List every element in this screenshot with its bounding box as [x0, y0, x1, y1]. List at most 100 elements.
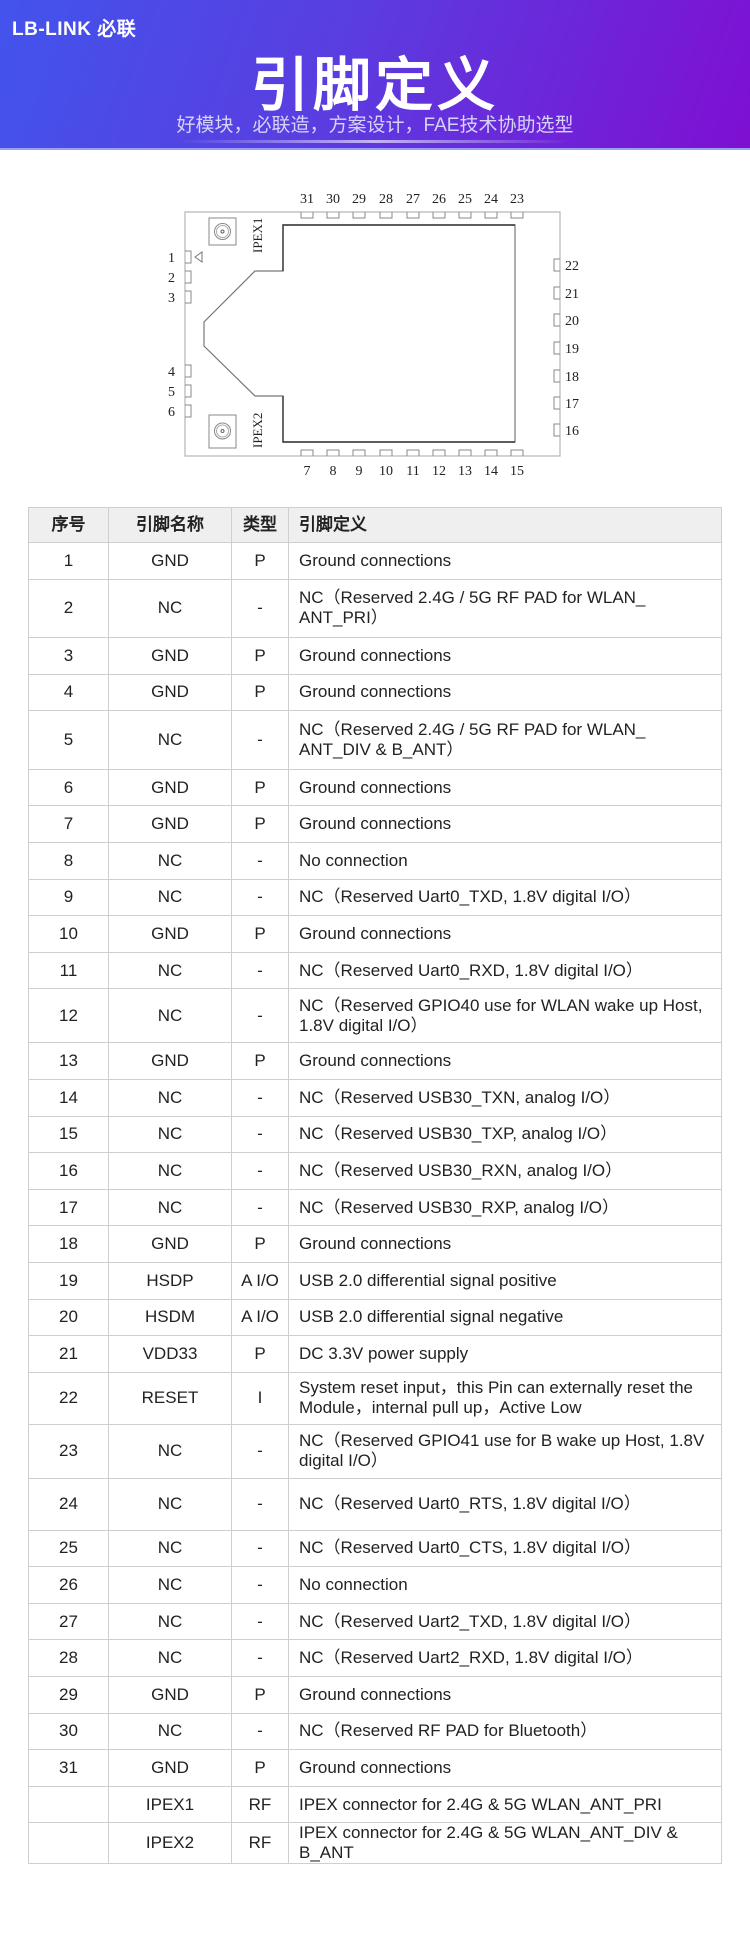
table-row: 3 GND P Ground connections [28, 637, 722, 675]
pin-name: NC [108, 1152, 232, 1190]
pin-index [28, 1822, 109, 1865]
page-title: 引脚定义 [250, 51, 499, 119]
table-row: 27 NC - NC（Reserved Uart2_TXD, 1.8V digital… [28, 1602, 722, 1641]
pin-definition: Ground connections [288, 915, 722, 953]
pin-pad [326, 212, 340, 219]
pin-index: 15 [28, 1115, 109, 1154]
table-row: 26 NC - No connection [28, 1566, 722, 1604]
pin-name: IPEX2 [108, 1822, 232, 1865]
pin-type: - [231, 1078, 289, 1117]
pin-name: RESET [108, 1371, 232, 1425]
pin-type: - [231, 841, 289, 880]
pin-label: 29 [352, 192, 366, 207]
brand-logo: LB-LINK 必联 [12, 19, 137, 40]
pin-pad [553, 286, 560, 300]
table-row: 16 NC - NC（Reserved USB30_RXN, analog I/O） [28, 1152, 722, 1190]
pin-pad [553, 423, 560, 437]
pin-label: 18 [565, 370, 579, 385]
table-row: 2 NC - NC（Reserved 2.4G / 5G RF PAD for WLA… [28, 578, 722, 639]
divider [180, 140, 570, 143]
pin-name: GND [108, 542, 232, 580]
pin-name: NC [108, 1529, 232, 1568]
pin-definition: NC（Reserved USB30_RXN, analog I/O） [288, 1152, 722, 1190]
pin-type: - [231, 878, 289, 917]
pin-type: - [231, 1152, 289, 1190]
pin-name: GND [108, 1749, 232, 1787]
pin-pad [352, 212, 366, 219]
pin-definition: NC（Reserved RF PAD for Bluetooth） [288, 1712, 722, 1751]
pin-index: 18 [28, 1225, 109, 1263]
pin-label: 6 [168, 405, 175, 420]
pin-index: 5 [28, 710, 109, 770]
pin-pad [553, 369, 560, 383]
pin-pad [553, 313, 560, 327]
header-banner: LB-LINK 必联 引脚定义 好模块，必联造，方案设计，FAE技术协助选型 [0, 0, 750, 150]
pin-index: 12 [28, 988, 109, 1044]
pin-label: 26 [432, 192, 446, 207]
ipex1-connector-icon [208, 217, 237, 246]
pin-name: IPEX1 [108, 1785, 232, 1824]
table-row: 6 GND P Ground connections [28, 768, 722, 807]
pin-index: 11 [28, 951, 109, 990]
pin-label: 9 [356, 464, 363, 479]
pin-index: 27 [28, 1602, 109, 1641]
pin-type: - [231, 988, 289, 1044]
pin-name: NC [108, 1078, 232, 1117]
pin-type: - [231, 1188, 289, 1227]
pin-index: 22 [28, 1371, 109, 1425]
pin-pad [458, 212, 472, 219]
pin-definition: NC（Reserved GPIO41 use for B wake up Hos… [288, 1423, 722, 1479]
pin-definition: NC（Reserved 2.4G / 5G RF PAD for WLAN_ A… [288, 710, 722, 770]
ipex1-label: IPEX1 [250, 218, 265, 253]
pin-definition: NC（Reserved USB30_RXP, analog I/O） [288, 1188, 722, 1227]
pin-definition: System reset input，this Pin can external… [288, 1371, 722, 1425]
table-row: 10 GND P Ground connections [28, 915, 722, 953]
table-row: 28 NC - NC（Reserved Uart2_RXD, 1.8V digital… [28, 1639, 722, 1678]
pin-type: P [231, 1749, 289, 1787]
pin-type: P [231, 673, 289, 712]
pin-name: GND [108, 637, 232, 675]
pin-definition: NC（Reserved Uart2_TXD, 1.8V digital I/O） [288, 1602, 722, 1641]
pin-type: P [231, 1042, 289, 1080]
pin-index: 16 [28, 1152, 109, 1190]
pin-definition: USB 2.0 differential signal positive [288, 1261, 722, 1300]
pin-label: 24 [484, 192, 498, 207]
pin-type: - [231, 951, 289, 990]
col-header-type: 类型 [231, 507, 289, 543]
pin-label: 30 [326, 192, 340, 207]
table-row: 1 GND P Ground connections [28, 542, 722, 580]
pin-label: 8 [330, 464, 337, 479]
pin-type: P [231, 915, 289, 953]
pin-pad [185, 270, 192, 284]
pin-pad [379, 212, 393, 219]
pin-index: 21 [28, 1335, 109, 1373]
pin-index: 17 [28, 1188, 109, 1227]
pin-definition: Ground connections [288, 1042, 722, 1080]
pin-label: 2 [168, 271, 175, 286]
pin-pad [553, 341, 560, 355]
pin-pad [185, 250, 192, 264]
pin-label: 23 [510, 192, 524, 207]
table-row: 9 NC - NC（Reserved Uart0_TXD, 1.8V digital … [28, 878, 722, 917]
pin-pad [406, 449, 420, 456]
pin-type: P [231, 1335, 289, 1373]
pin-definition: NC（Reserved Uart0_CTS, 1.8V digital I/O） [288, 1529, 722, 1568]
pinout-diagram: IPEX1 IPEX2 31 30 29 28 27 26 25 24 237 8 9 10 11 12 1… [168, 192, 579, 479]
pin-index: 26 [28, 1566, 109, 1604]
pin-definition: NC（Reserved USB30_TXP, analog I/O） [288, 1115, 722, 1154]
pin-index: 4 [28, 673, 109, 712]
pin-index: 9 [28, 878, 109, 917]
pin-index: 23 [28, 1423, 109, 1479]
pin-definition: Ground connections [288, 637, 722, 675]
pin-name: VDD33 [108, 1335, 232, 1373]
pin-index: 6 [28, 768, 109, 807]
pin-pad [510, 212, 524, 219]
pin-index: 1 [28, 542, 109, 580]
pin-type: - [231, 1639, 289, 1678]
table-row: 21 VDD33 P DC 3.3V power supply [28, 1335, 722, 1373]
table-row: 30 NC - NC（Reserved RF PAD for Bluetooth） [28, 1712, 722, 1751]
ipex2-label: IPEX2 [250, 413, 265, 448]
table-row: 15 NC - NC（Reserved USB30_TXP, analog I/O） [28, 1115, 722, 1154]
table-row: 18 GND P Ground connections [28, 1225, 722, 1263]
pin-name: NC [108, 1188, 232, 1227]
